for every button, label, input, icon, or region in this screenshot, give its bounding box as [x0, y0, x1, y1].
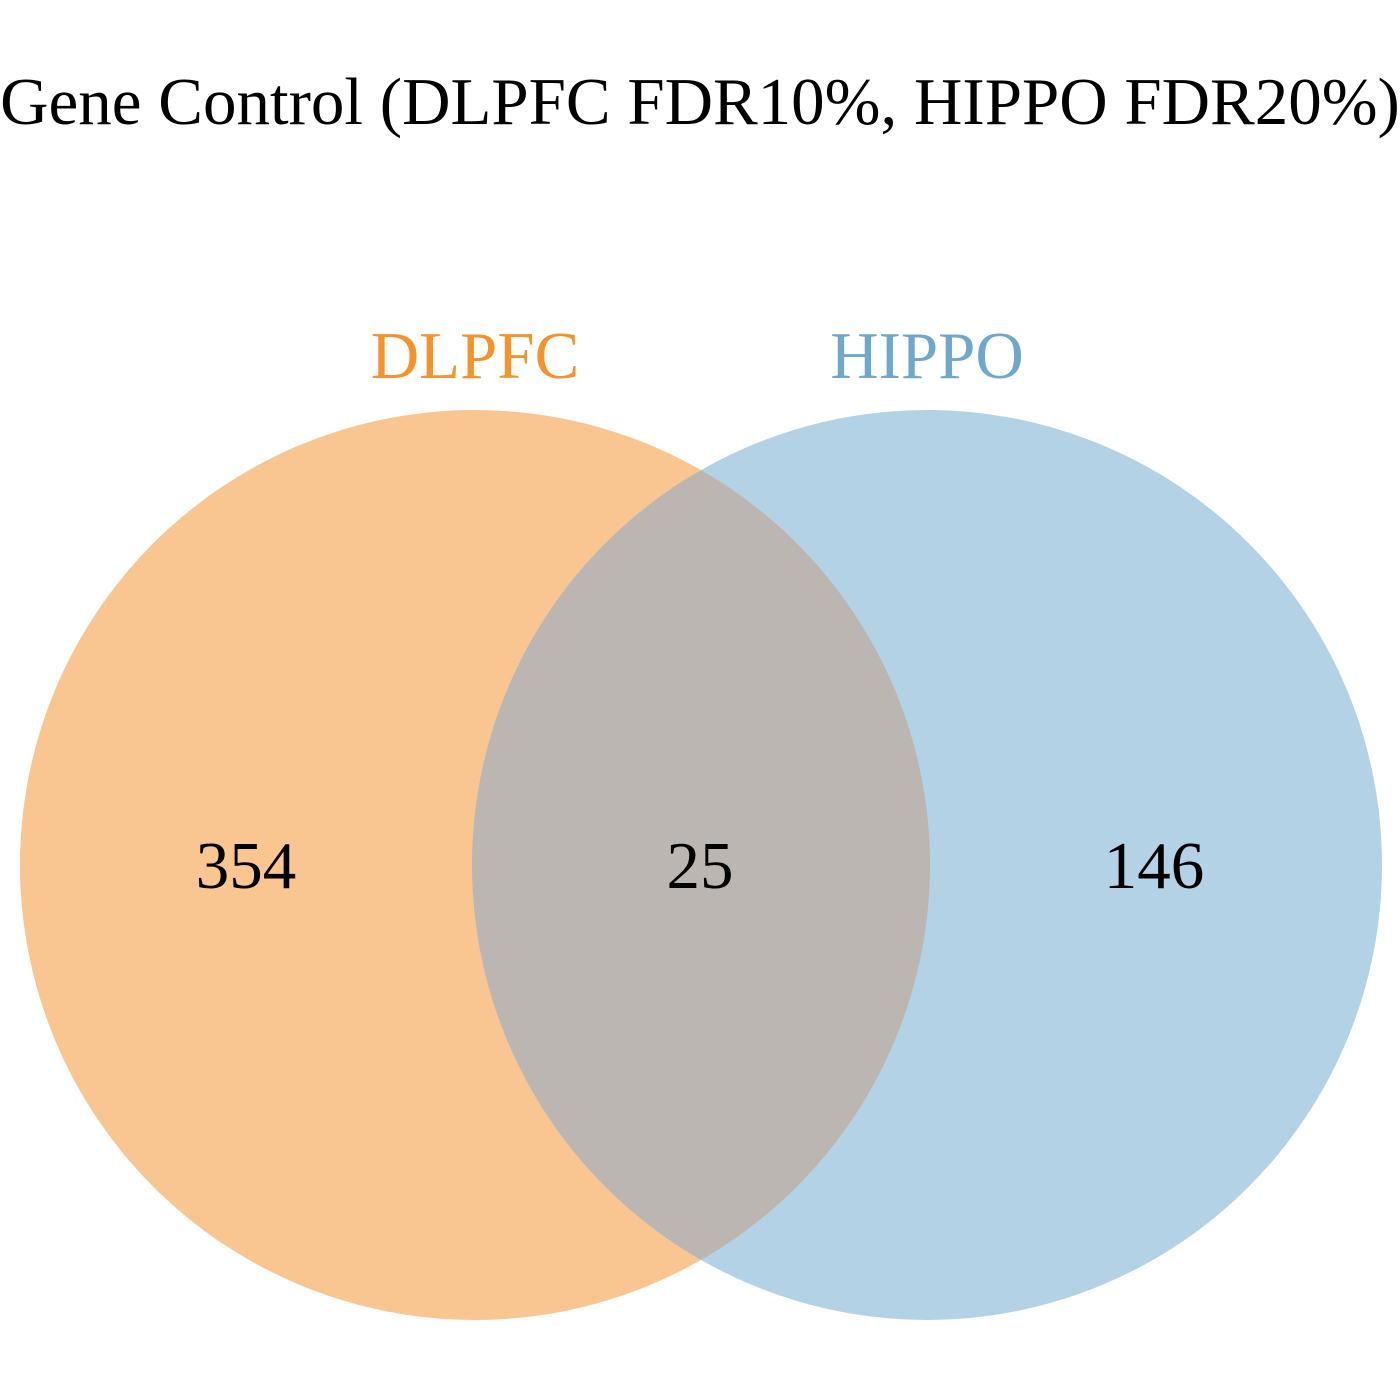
- hippo-set-label: HIPPO: [830, 319, 1024, 393]
- hippo-only-count: 146: [1104, 829, 1205, 903]
- overlap-count: 25: [667, 829, 734, 903]
- dlpfc-set-label: DLPFC: [371, 319, 580, 393]
- overlap-region: [472, 410, 930, 1320]
- dlpfc-only-count: 354: [196, 829, 297, 903]
- diagram-title: Gene Control (DLPFC FDR10%, HIPPO FDR20%…: [0, 65, 1400, 139]
